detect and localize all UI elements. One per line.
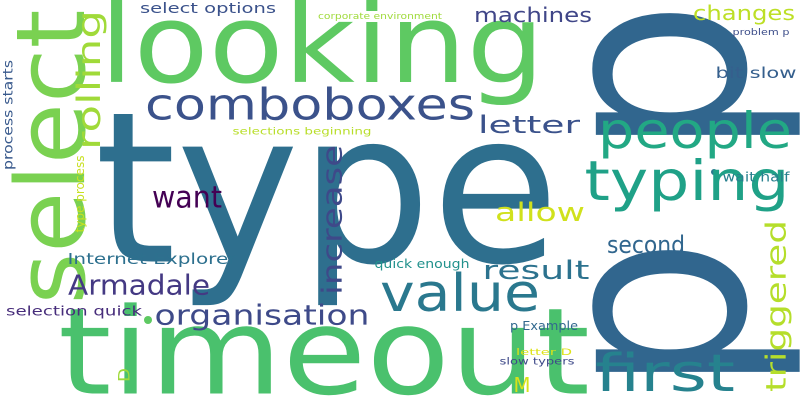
word: select — [0, 10, 107, 305]
word: M — [514, 373, 531, 397]
word: comboboxes — [145, 80, 475, 131]
word: selections beginning — [233, 127, 372, 138]
word: wait half — [723, 171, 790, 186]
word: slow typers — [500, 357, 575, 368]
word: corporate environment — [318, 12, 443, 22]
word: type — [95, 67, 560, 312]
word: typing — [585, 149, 790, 213]
dot — [711, 169, 717, 175]
word: p p — [493, 0, 800, 395]
word: want — [152, 181, 222, 216]
word: triggered — [760, 220, 793, 392]
word: first — [595, 344, 735, 400]
word: timeout — [58, 284, 590, 400]
word: changes — [693, 1, 795, 25]
word: Internet Explorer — [68, 250, 238, 268]
word: quick enough — [375, 257, 470, 271]
word: process starts — [2, 60, 17, 170]
word: D — [115, 368, 134, 382]
word: machines — [474, 3, 592, 27]
word: problem p — [733, 28, 790, 38]
word: second — [607, 231, 685, 259]
word: allow — [495, 198, 585, 228]
word: result — [483, 256, 590, 286]
word: looking — [100, 0, 545, 108]
word: p Example — [510, 319, 578, 333]
word: Armadale — [68, 269, 210, 302]
word: bit slow — [716, 64, 797, 82]
word: people — [598, 102, 792, 160]
word: value — [380, 264, 540, 324]
word: selection quick — [6, 305, 143, 320]
word: letter — [478, 111, 580, 139]
word: increase — [316, 145, 349, 295]
word: type process — [73, 156, 87, 233]
word: organisation — [155, 299, 370, 332]
word: letter D — [516, 348, 572, 358]
word: select options — [140, 1, 276, 17]
word: rolling — [70, 10, 108, 150]
dot — [144, 316, 152, 324]
